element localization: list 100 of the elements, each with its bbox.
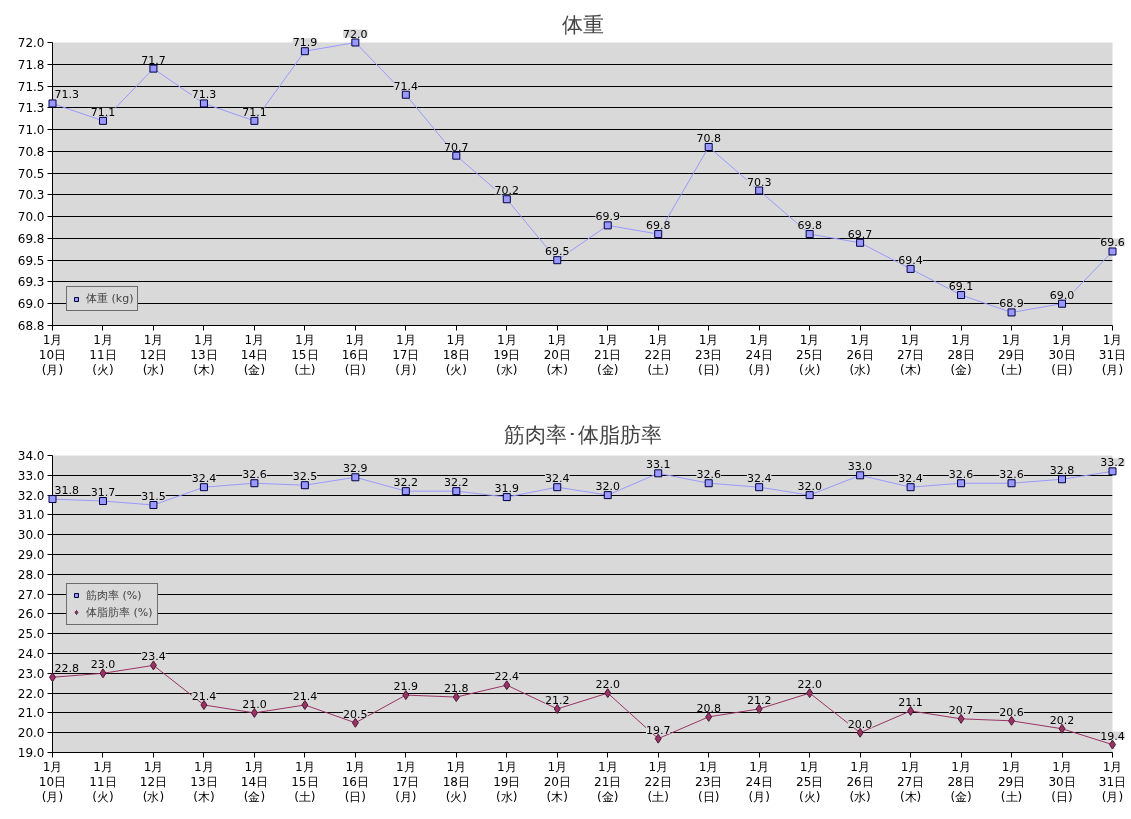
point (452, 692, 460, 703)
y-tick-label: 69.3 (17, 275, 45, 290)
point (502, 493, 511, 502)
x-tick-label: 1月 30日 (日) (1048, 332, 1076, 378)
data-label: 32.5 (292, 470, 318, 484)
y-tick-label: 31.0 (17, 508, 45, 523)
point (957, 479, 966, 488)
x-tick-label: 1月 11日 (火) (89, 759, 117, 805)
data-label: 71.3 (54, 88, 79, 102)
data-label: 20.5 (343, 707, 368, 721)
x-tick-label: 1月 24日 (月) (745, 332, 773, 378)
data-label: 69.5 (545, 245, 570, 259)
data-label: 70.7 (444, 140, 469, 154)
x-tick-label: 1月 22日 (土) (644, 332, 672, 378)
y-tick-label: 69.8 (17, 231, 45, 246)
y-tick-label: 28.0 (17, 567, 45, 582)
data-label: 19.7 (645, 723, 671, 737)
data-label: 69.4 (898, 253, 923, 267)
point (300, 481, 309, 490)
x-tick-label: 1月 12日 (水) (139, 759, 168, 805)
y-tick-label: 70.8 (17, 144, 45, 159)
point (149, 660, 157, 671)
legend-label: 体脂肪率 (%) (86, 604, 153, 620)
point (755, 703, 763, 714)
data-label: 19.4 (1100, 729, 1125, 743)
data-label: 70.2 (494, 184, 520, 198)
point (48, 495, 57, 504)
data-label: 32.6 (999, 468, 1024, 482)
point (957, 713, 965, 724)
y-tick-label: 21.0 (17, 706, 45, 721)
x-tick-label: 1月 10日 (月) (38, 332, 67, 378)
x-tick-label: 1月 16日 (日) (341, 759, 369, 805)
x-tick-label: 1月 18日 (火) (442, 759, 470, 805)
point (654, 469, 663, 478)
x-tick-label: 1月 20日 (木) (543, 332, 571, 378)
x-tick-label: 1月 28日 (金) (947, 759, 975, 805)
x-tick-label: 1月 14日 (金) (240, 332, 269, 378)
data-label: 20.2 (1049, 713, 1075, 727)
point (503, 680, 511, 691)
point (351, 473, 360, 482)
data-label: 32.0 (595, 480, 620, 494)
point (301, 699, 309, 710)
x-tick-label: 1月 13日 (木) (190, 332, 218, 378)
point (1007, 308, 1016, 317)
data-label: 70.3 (746, 175, 772, 189)
x-tick-label: 1月 25日 (火) (796, 759, 824, 805)
data-label: 21.9 (393, 680, 419, 694)
data-label: 69.1 (948, 280, 974, 294)
point (401, 487, 410, 496)
chart-title: 筋肉率･体脂肪率 (503, 422, 662, 447)
point (250, 479, 259, 488)
data-label: 21.8 (444, 682, 469, 696)
data-label: 22.0 (797, 678, 822, 692)
data-label: 20.7 (948, 703, 974, 717)
point (704, 479, 713, 488)
x-tick-label: 1月 28日 (金) (947, 332, 975, 378)
data-label: 23.0 (90, 658, 116, 672)
chart-title: 体重 (561, 12, 604, 37)
point (1108, 247, 1117, 256)
point (805, 491, 814, 500)
y-tick-label: 32.0 (17, 488, 45, 503)
point (1007, 479, 1016, 488)
x-tick-label: 1月 21日 (金) (594, 759, 622, 805)
data-label: 32.9 (343, 462, 368, 476)
data-label: 70.8 (696, 131, 721, 145)
y-tick-label: 24.0 (17, 647, 45, 661)
x-tick-label: 1月 25日 (火) (796, 332, 824, 378)
point (553, 703, 561, 714)
data-label: 22.4 (494, 670, 520, 684)
x-tick-label: 1月 12日 (水) (139, 332, 168, 378)
x-tick-label: 1月 16日 (日) (341, 332, 369, 378)
data-label: 20.8 (696, 701, 721, 715)
data-label: 33.1 (645, 458, 671, 472)
y-tick-label: 71.0 (17, 123, 45, 138)
point (553, 256, 562, 265)
data-label: 32.6 (948, 468, 974, 482)
point (149, 64, 158, 73)
x-tick-label: 1月 23日 (日) (695, 332, 723, 378)
point (957, 291, 966, 300)
y-tick-label: 25.0 (17, 627, 45, 642)
point (856, 727, 864, 738)
x-tick-label: 1月 17日 (月) (392, 759, 420, 805)
point (1058, 475, 1067, 484)
point (1108, 467, 1117, 476)
point (452, 151, 461, 160)
data-label: 31.8 (54, 484, 79, 498)
y-tick-label: 71.8 (17, 57, 45, 72)
y-tick-label: 19.0 (17, 746, 45, 760)
legend-label: 体重 (kg) (86, 291, 134, 306)
y-tick-label: 34.0 (17, 449, 45, 463)
y-tick-label: 30.0 (17, 528, 45, 543)
y-tick-label: 20.0 (17, 726, 45, 741)
x-tick-label: 1月 15日 (土) (291, 332, 319, 378)
point (98, 497, 107, 506)
data-label: 69.6 (1100, 236, 1125, 250)
data-label: 71.7 (141, 53, 166, 67)
point (250, 116, 259, 125)
point (906, 483, 915, 492)
x-tick-label: 1月 26日 (水) (846, 759, 874, 805)
point (99, 668, 107, 679)
